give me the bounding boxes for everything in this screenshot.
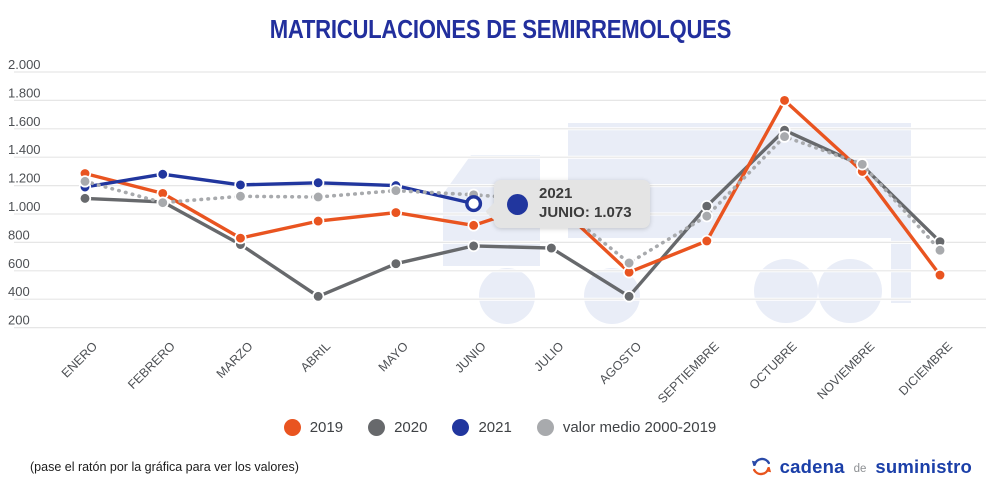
- x-axis-label-mayo: MAYO: [376, 339, 411, 374]
- data-point-2019-marzo[interactable]: [234, 231, 247, 245]
- legend-dot-2021: [452, 419, 470, 436]
- series-line-valor-medio-2000-2019: [83, 134, 942, 265]
- data-point-2019-septiembre[interactable]: [700, 234, 713, 248]
- y-axis-tick-label: 1.400: [8, 142, 41, 157]
- data-point-2019-junio[interactable]: [467, 219, 480, 232]
- data-point-2021-marzo[interactable]: [234, 178, 247, 192]
- legend-item-2020[interactable]: 2020: [368, 419, 427, 436]
- tooltip-text: 2021 JUNIO: 1.073: [539, 185, 632, 223]
- data-point-valor-medio-2000-2019-marzo[interactable]: [234, 190, 247, 203]
- y-axis-tick-label: 1.600: [8, 114, 41, 129]
- legend-dot-valor-medio: [536, 419, 554, 436]
- data-point-valor-medio-2000-2019-agosto[interactable]: [622, 256, 636, 270]
- data-point-2020-junio[interactable]: [467, 239, 480, 253]
- legend-dot-2019: [283, 419, 301, 436]
- x-axis-label-agosto: AGOSTO: [597, 339, 645, 387]
- x-axis-label-febrero: FEBRERO: [125, 339, 178, 392]
- y-axis-tick-label: 1.800: [8, 85, 41, 100]
- data-point-2020-agosto[interactable]: [622, 290, 636, 303]
- data-point-2020-septiembre[interactable]: [700, 200, 713, 213]
- data-point-2020-mayo[interactable]: [389, 257, 403, 270]
- data-point-valor-medio-2000-2019-mayo[interactable]: [389, 184, 403, 197]
- data-point-2019-abril[interactable]: [312, 214, 325, 228]
- series-line-2021: [83, 172, 476, 206]
- y-axis-tick-label: 200: [8, 313, 30, 328]
- x-axis-label-junio: JUNIO: [452, 339, 489, 376]
- hover-hint-note: (pase el ratón por la gráfica para ver l…: [30, 460, 299, 474]
- x-axis-label-noviembre: NOVIEMBRE: [814, 339, 877, 402]
- y-axis-tick-label: 1.000: [8, 199, 41, 214]
- series-line-2020: [83, 128, 942, 299]
- x-axis-label-julio: JULIO: [532, 339, 567, 374]
- legend-dot-2020: [368, 419, 386, 436]
- data-point-2020-julio[interactable]: [545, 241, 558, 255]
- tooltip-value: JUNIO: 1.073: [539, 204, 632, 221]
- y-axis-tick-label: 800: [8, 227, 30, 242]
- truck-wheel-watermark: [754, 259, 818, 323]
- y-axis-tick-label: 400: [8, 284, 30, 299]
- legend-item-2021[interactable]: 2021: [452, 419, 512, 436]
- data-point-2020-abril[interactable]: [312, 290, 325, 303]
- legend-label-2019: 2019: [309, 419, 344, 436]
- tooltip-series-dot: [507, 193, 528, 215]
- logo-word-cadena: cadena: [779, 455, 845, 477]
- highlighted-point-2021-junio[interactable]: [465, 195, 483, 213]
- chart-legend: 2019 2020 2021 valor medio 2000-2019: [0, 419, 1000, 436]
- data-point-valor-medio-2000-2019-enero[interactable]: [78, 175, 92, 188]
- data-point-valor-medio-2000-2019-noviembre[interactable]: [856, 158, 869, 171]
- cycle-arrows-icon: [751, 457, 771, 476]
- data-point-2021-febrero[interactable]: [156, 168, 169, 181]
- data-point-valor-medio-2000-2019-octubre[interactable]: [778, 130, 791, 143]
- x-axis-label-octubre: OCTUBRE: [747, 339, 800, 392]
- logo-word-de: de: [853, 462, 867, 475]
- cadena-de-suministro-logo[interactable]: cadena de suministro: [750, 455, 972, 478]
- truck-wheel-watermark: [584, 268, 640, 324]
- data-point-2020-enero[interactable]: [78, 192, 92, 205]
- chart-tooltip: 2021 JUNIO: 1.073: [485, 180, 650, 228]
- truck-wheel-watermark: [818, 259, 882, 323]
- data-point-valor-medio-2000-2019-diciembre[interactable]: [933, 244, 947, 257]
- y-axis-tick-label: 600: [8, 256, 30, 271]
- legend-item-valor-medio[interactable]: valor medio 2000-2019: [536, 419, 717, 436]
- x-axis-label-enero: ENERO: [59, 339, 101, 381]
- data-point-valor-medio-2000-2019-febrero[interactable]: [156, 196, 169, 209]
- x-axis-label-marzo: MARZO: [214, 339, 256, 381]
- logo-word-suministro: suministro: [875, 455, 972, 477]
- data-point-2019-mayo[interactable]: [389, 206, 403, 219]
- x-axis-label-diciembre: DICIEMBRE: [896, 339, 955, 398]
- data-point-valor-medio-2000-2019-septiembre[interactable]: [700, 209, 713, 223]
- x-axis-label-septiembre: SEPTIEMBRE: [655, 339, 722, 406]
- data-point-2019-octubre[interactable]: [778, 94, 791, 107]
- legend-label-2021: 2021: [478, 419, 512, 436]
- x-axis-label-abril: ABRIL: [298, 339, 333, 374]
- y-axis-tick-label: 2.000: [8, 57, 41, 72]
- truck-wheel-watermark: [479, 268, 535, 324]
- legend-item-2019[interactable]: 2019: [283, 419, 344, 436]
- chart-title: MATRICULACIONES DE SEMIRREMOLQUES: [269, 14, 731, 44]
- data-point-valor-medio-2000-2019-abril[interactable]: [312, 190, 325, 204]
- tooltip-series-name: 2021: [539, 185, 573, 203]
- legend-label-2020: 2020: [394, 419, 428, 436]
- title-row: MATRICULACIONES DE SEMIRREMOLQUES: [0, 14, 1000, 45]
- data-point-2021-abril[interactable]: [312, 176, 325, 189]
- y-axis-tick-label: 1.200: [8, 171, 41, 186]
- legend-label-valor-medio: valor medio 2000-2019: [562, 419, 717, 436]
- data-point-2019-diciembre[interactable]: [933, 268, 947, 282]
